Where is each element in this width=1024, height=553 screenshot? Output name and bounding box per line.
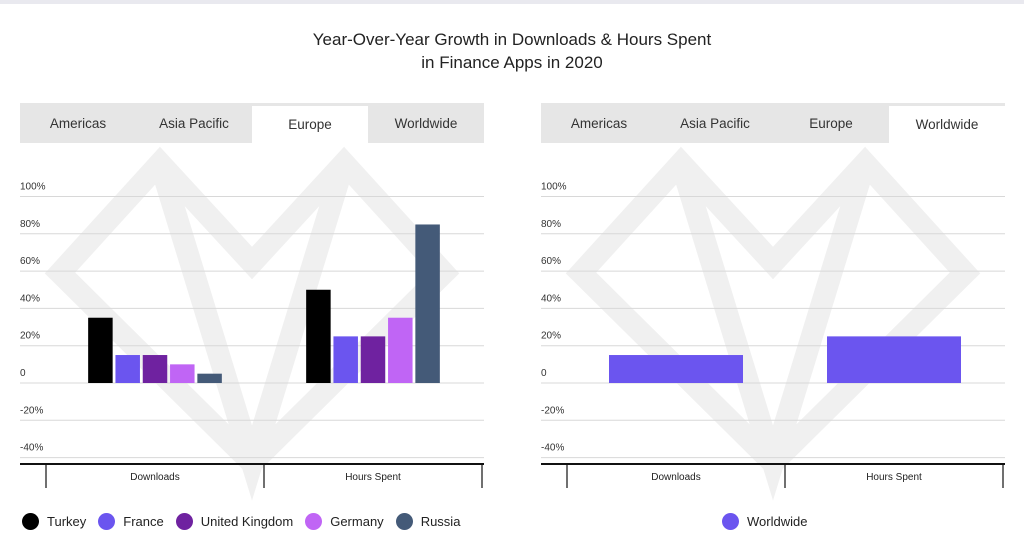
legend-label: France bbox=[123, 514, 164, 529]
y-tick-label: -20% bbox=[20, 405, 43, 416]
legend-dot-icon bbox=[395, 513, 413, 530]
legend-item: Worldwide bbox=[722, 513, 807, 530]
chart-title: Year-Over-Year Growth in Downloads & Hou… bbox=[0, 28, 1024, 74]
region-tabs: Americas Asia Pacific Europe Worldwide bbox=[20, 103, 484, 143]
top-border bbox=[0, 0, 1024, 4]
tab-americas[interactable]: Americas bbox=[570, 115, 628, 131]
left-chart-panel: Americas Asia Pacific Europe Worldwide 100% 8… bbox=[20, 103, 484, 543]
left-legend: Turkey France United Kingdom Germany Russia bbox=[22, 513, 472, 530]
watermark-logo bbox=[44, 146, 460, 501]
y-tick-label: -40% bbox=[541, 443, 564, 454]
bar-chart: 100% 80% 60% 40% 20% 0 -20% -40% Downloads Hours … bbox=[20, 146, 484, 501]
y-tick-label: 20% bbox=[541, 331, 561, 342]
bar-france-hours-spent bbox=[333, 336, 358, 383]
tab-europe[interactable]: Europe bbox=[809, 115, 853, 131]
bar-russia-hours-spent bbox=[415, 224, 440, 383]
x-category-label: Downloads bbox=[651, 472, 700, 483]
legend-dot-icon bbox=[22, 513, 39, 530]
y-tick-label: 20% bbox=[20, 331, 40, 342]
bar-russia-downloads bbox=[197, 373, 222, 383]
bar-chart: 100% 80% 60% 40% 20% 0 -20% -40% Downloads Hours … bbox=[541, 146, 1005, 501]
y-tick-label: 40% bbox=[541, 293, 561, 304]
y-tick-label: 0 bbox=[20, 368, 26, 379]
y-tick-label: 80% bbox=[541, 219, 561, 230]
y-tick-label: 80% bbox=[20, 219, 40, 230]
legend-item: Germany bbox=[305, 513, 384, 530]
legend-label: Russia bbox=[420, 514, 461, 529]
legend-item: Russia bbox=[395, 513, 461, 530]
y-tick-label: 100% bbox=[20, 182, 46, 193]
x-category-label: Hours Spent bbox=[866, 472, 922, 483]
x-category-label: Hours Spent bbox=[345, 472, 401, 483]
bar-germany-hours-spent bbox=[388, 317, 413, 383]
legend-label: Germany bbox=[330, 514, 384, 529]
bar-france-downloads bbox=[115, 355, 140, 383]
tab-worldwide[interactable]: Worldwide bbox=[394, 115, 458, 131]
watermark-logo bbox=[565, 146, 981, 501]
y-tick-label: 60% bbox=[541, 256, 561, 267]
legend-item: Turkey bbox=[22, 513, 86, 530]
title-line-2: in Finance Apps in 2020 bbox=[421, 53, 603, 72]
bar-united-kingdom-downloads bbox=[142, 355, 168, 383]
right-legend: Worldwide bbox=[722, 513, 819, 530]
bar-turkey-downloads bbox=[88, 317, 113, 383]
legend-item: United Kingdom bbox=[175, 513, 294, 530]
bar-turkey-hours-spent bbox=[306, 289, 331, 383]
bar-worldwide-downloads bbox=[609, 355, 743, 383]
legend-dot-icon bbox=[305, 513, 323, 530]
x-category-label: Downloads bbox=[130, 472, 179, 483]
region-tabs: Americas Asia Pacific Europe Worldwide bbox=[541, 103, 1005, 143]
tab-worldwide[interactable]: Worldwide bbox=[889, 103, 1005, 143]
legend-label: Worldwide bbox=[747, 514, 808, 529]
y-tick-label: -40% bbox=[20, 443, 43, 454]
legend-dot-icon bbox=[722, 513, 739, 530]
tab-europe[interactable]: Europe bbox=[252, 103, 368, 143]
bar-germany-downloads bbox=[170, 364, 195, 383]
right-chart-panel: Americas Asia Pacific Europe Worldwide 100% 8… bbox=[541, 103, 1005, 543]
legend-item: France bbox=[98, 513, 164, 530]
legend-dot-icon bbox=[98, 513, 116, 530]
tab-americas[interactable]: Americas bbox=[49, 115, 107, 131]
bar-united-kingdom-hours-spent bbox=[360, 336, 386, 383]
tab-asia-pacific[interactable]: Asia Pacific bbox=[159, 115, 229, 131]
y-tick-label: 40% bbox=[20, 293, 40, 304]
legend-label: Turkey bbox=[47, 514, 87, 529]
y-tick-label: 60% bbox=[20, 256, 40, 267]
legend-dot-icon bbox=[175, 513, 193, 530]
bar-worldwide-hours-spent bbox=[827, 336, 961, 383]
y-tick-label: -20% bbox=[541, 405, 564, 416]
y-tick-label: 100% bbox=[541, 182, 567, 193]
y-tick-label: 0 bbox=[541, 368, 547, 379]
legend-label: United Kingdom bbox=[200, 514, 294, 529]
title-line-1: Year-Over-Year Growth in Downloads & Hou… bbox=[312, 30, 712, 49]
tab-asia-pacific[interactable]: Asia Pacific bbox=[680, 115, 750, 131]
